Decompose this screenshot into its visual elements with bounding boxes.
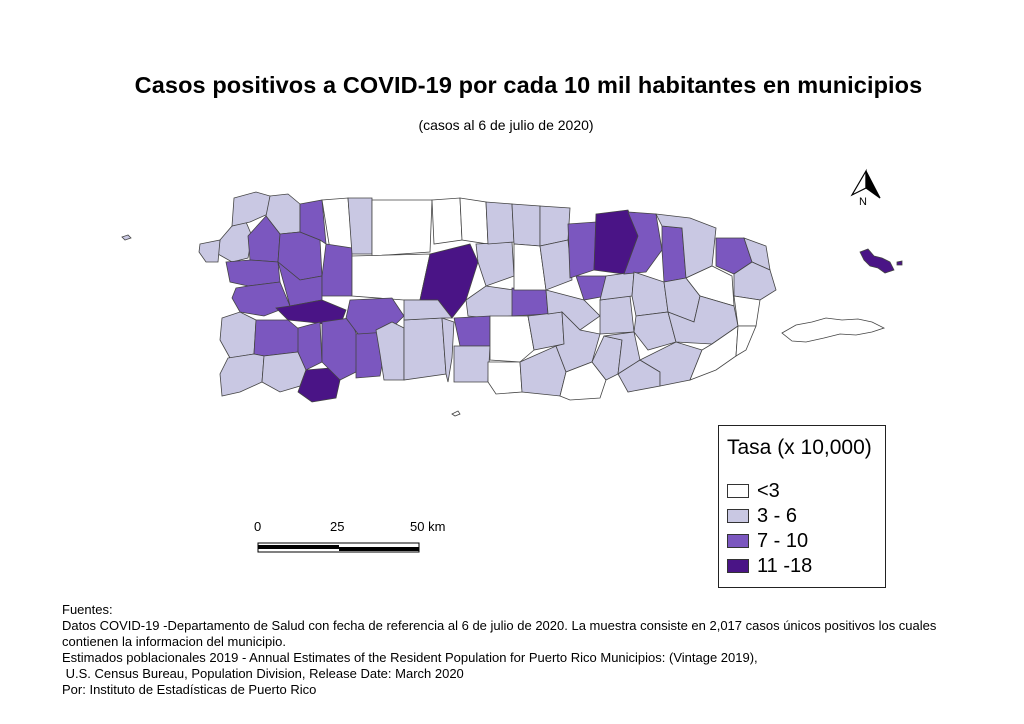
municipality-region (219, 353, 265, 397)
municipality-region (219, 311, 257, 359)
scale-tick-0: 0 (254, 519, 262, 534)
municipality-region (633, 311, 677, 351)
municipality-region (403, 317, 447, 381)
municipality-region (485, 201, 515, 245)
sources-line-4: U.S. Census Bureau, Population Division,… (62, 666, 464, 681)
municipality-region (511, 203, 541, 247)
sources-line-1: Fuentes: (62, 602, 113, 617)
vieques-island (781, 317, 886, 343)
municipality-region (297, 321, 323, 371)
municipality-region (733, 295, 761, 327)
legend-item-lt3: <3 (727, 479, 780, 503)
municipality-region (539, 239, 573, 291)
municipality-region (489, 315, 535, 363)
north-label: N (859, 196, 867, 208)
caja-de-muertos-islet (451, 410, 461, 417)
legend-swatch-3-6 (727, 509, 749, 523)
scale-tick-50: 50 km (410, 519, 446, 534)
municipality-region (371, 199, 433, 257)
municipality-region (527, 311, 565, 351)
municipality-region (453, 345, 491, 383)
municipality-region (599, 295, 635, 335)
legend-label-7-10: 7 - 10 (757, 529, 809, 552)
municipality-region (253, 319, 301, 357)
municipality-region (453, 315, 491, 347)
municipality-region (441, 317, 455, 383)
puerto-rico-mainland (198, 191, 777, 403)
culebra-islet (896, 260, 903, 266)
municipality-region (539, 205, 571, 247)
municipality-region (459, 197, 489, 245)
legend-label-3-6: 3 - 6 (757, 504, 798, 527)
municipality-region (511, 287, 549, 317)
north-arrow-icon (850, 168, 881, 199)
municipality-region (217, 221, 253, 263)
legend-item-11-18: 11 -18 (727, 554, 812, 578)
legend-swatch-lt3 (727, 484, 749, 498)
municipality-region (631, 271, 669, 317)
legend-swatch-7-10 (727, 534, 749, 548)
legend-title: Tasa (x 10,000) (727, 436, 872, 459)
municipality-region (321, 243, 353, 297)
municipality-region (567, 221, 597, 279)
municipality-region (261, 351, 307, 393)
municipality-region (487, 361, 523, 395)
municipality-region (198, 239, 221, 263)
municipality-region (231, 281, 291, 317)
sources-line-3: Estimados poblacionales 2019 - Annual Es… (62, 650, 758, 665)
municipality-region (347, 197, 373, 255)
map-title: Casos positivos a COVID-19 por cada 10 m… (134, 72, 923, 98)
sources-line-5: Por: Instituto de Estadísticas de Puerto… (62, 682, 317, 697)
municipality-region (351, 253, 431, 301)
legend-swatch-11-18 (727, 559, 749, 573)
scale-bar (257, 542, 420, 553)
municipality-region (275, 299, 347, 327)
municipality-region (735, 325, 757, 357)
municipality-region (475, 241, 515, 287)
municipality-region (403, 299, 453, 321)
municipality-region (431, 197, 463, 245)
sources-block: Fuentes: Datos COVID-19 -Departamento de… (62, 602, 957, 698)
municipality-region (299, 199, 327, 245)
map-subtitle: (casos al 6 de julio de 2020) (418, 117, 594, 133)
municipality-region (321, 197, 353, 251)
legend-label-11-18: 11 -18 (757, 554, 813, 577)
mona-island (121, 234, 132, 241)
municipality-region (225, 259, 281, 287)
scale-tick-25: 25 (330, 519, 345, 534)
legend-item-3-6: 3 - 6 (727, 504, 797, 528)
legend-item-7-10: 7 - 10 (727, 529, 808, 553)
legend-label-lt3: <3 (757, 479, 780, 502)
sources-line-2: Datos COVID-19 -Departamento de Salud co… (62, 618, 941, 649)
legend: Tasa (x 10,000) <3 3 - 6 7 - 10 11 -18 (718, 425, 886, 588)
municipality-region (685, 265, 735, 307)
culebra-island (859, 248, 895, 274)
municipality-region (465, 285, 515, 319)
